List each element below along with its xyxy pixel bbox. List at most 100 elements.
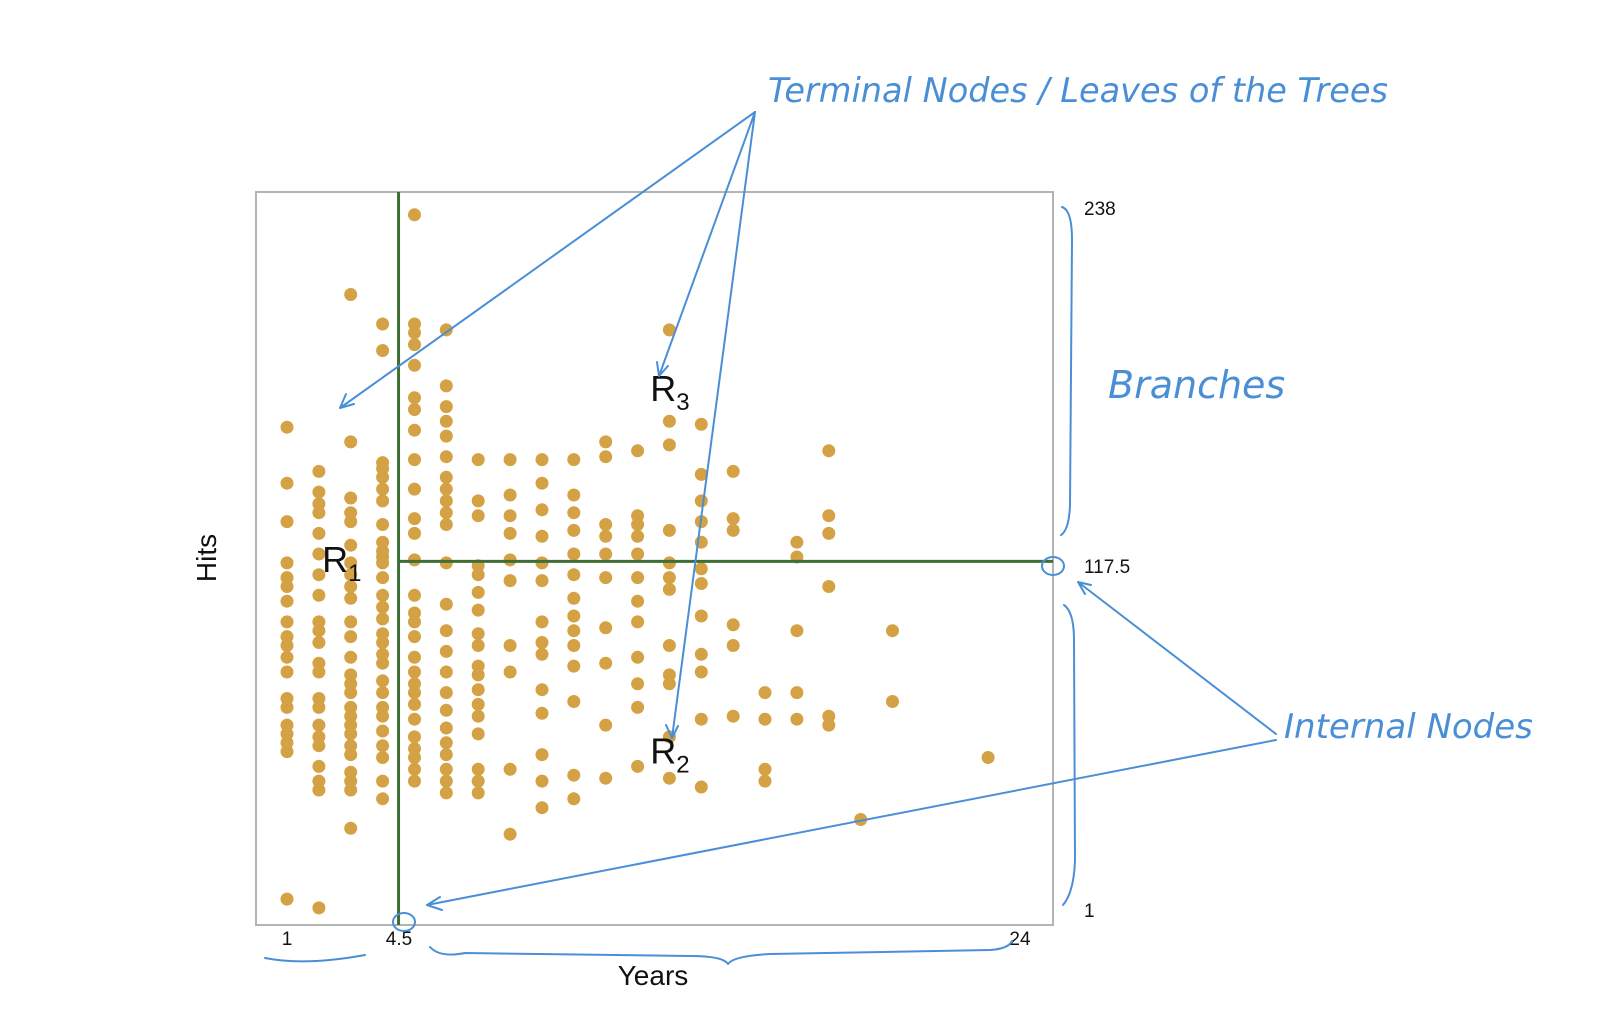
data-point <box>280 639 294 652</box>
data-point <box>312 774 326 788</box>
data-point <box>471 786 485 800</box>
data-point <box>408 686 421 700</box>
data-point <box>344 615 358 629</box>
data-point <box>535 529 549 543</box>
y-tick-1: 1 <box>1084 901 1095 922</box>
data-point <box>344 556 358 570</box>
data-point <box>344 668 358 682</box>
data-point <box>694 577 708 590</box>
data-point <box>471 568 485 582</box>
scatter-points <box>280 208 995 915</box>
data-point <box>439 665 453 679</box>
data-point <box>599 547 613 561</box>
data-point <box>280 892 294 906</box>
annotation-branches: Branches <box>1108 363 1285 407</box>
data-point <box>408 606 421 620</box>
data-point <box>471 683 485 697</box>
data-point <box>280 745 294 759</box>
data-point <box>376 774 390 788</box>
data-point <box>376 647 390 661</box>
data-point <box>439 429 453 443</box>
data-point <box>758 712 772 726</box>
data-point <box>503 509 517 523</box>
data-point <box>376 674 390 688</box>
region-subscript: 1 <box>348 560 361 587</box>
data-point <box>822 718 836 732</box>
data-point <box>312 526 326 540</box>
data-point <box>344 739 358 753</box>
data-point <box>439 762 453 776</box>
region-letter: R <box>322 539 348 580</box>
data-point <box>344 650 358 664</box>
data-point <box>376 482 390 496</box>
data-point <box>567 659 581 673</box>
data-point <box>822 709 836 723</box>
data-point <box>567 768 581 782</box>
data-point <box>567 609 581 623</box>
data-point <box>567 506 581 520</box>
data-point <box>344 709 358 723</box>
data-point <box>599 529 613 543</box>
data-point <box>694 417 708 431</box>
data-point <box>471 627 485 641</box>
data-point <box>503 574 517 588</box>
data-point <box>439 786 453 800</box>
data-point <box>439 748 453 762</box>
region-label-r2: R2 <box>650 731 689 779</box>
data-point <box>439 644 453 658</box>
data-point <box>535 476 549 490</box>
data-point <box>376 494 390 508</box>
data-point <box>790 686 804 700</box>
data-point <box>344 515 358 529</box>
x-tick-24: 24 <box>1009 929 1031 950</box>
data-point <box>471 639 485 652</box>
arrow-to-r1 <box>339 111 756 409</box>
data-point <box>280 571 294 585</box>
data-point <box>439 774 453 788</box>
data-point <box>408 423 421 437</box>
data-point <box>631 677 645 691</box>
data-point <box>726 618 740 632</box>
data-point <box>439 721 453 735</box>
data-point <box>535 556 549 570</box>
data-point <box>599 621 613 635</box>
data-point <box>981 751 995 764</box>
data-point <box>344 435 358 449</box>
region-subscript: 3 <box>676 389 689 416</box>
data-point <box>631 594 645 608</box>
data-point <box>631 571 645 585</box>
data-point <box>662 582 676 596</box>
data-point <box>503 762 517 776</box>
data-point <box>312 568 326 582</box>
data-point <box>408 762 421 776</box>
data-point <box>408 208 421 222</box>
data-point <box>662 556 676 570</box>
data-point <box>312 624 326 638</box>
data-point <box>726 464 740 478</box>
data-point <box>599 771 613 785</box>
data-point <box>408 453 421 467</box>
data-point <box>662 639 676 652</box>
data-point <box>439 379 453 393</box>
data-point <box>758 686 772 700</box>
data-point <box>439 597 453 611</box>
data-point <box>662 677 676 691</box>
data-point <box>344 506 358 520</box>
data-point <box>662 414 676 428</box>
annotation-terminal-nodes: Terminal Nodes / Leaves of the Trees <box>768 71 1388 111</box>
y-axis-label: Hits <box>191 534 222 582</box>
data-point <box>312 464 326 478</box>
data-point <box>535 453 549 467</box>
data-point <box>631 444 645 458</box>
data-point <box>535 706 549 720</box>
data-point <box>439 494 453 508</box>
data-point <box>312 783 326 797</box>
data-point <box>567 695 581 708</box>
data-point <box>854 813 868 826</box>
data-point <box>503 526 517 540</box>
data-point <box>376 751 390 764</box>
data-point <box>408 730 421 744</box>
data-point <box>344 580 358 593</box>
data-point <box>886 624 899 638</box>
data-point <box>790 535 804 549</box>
